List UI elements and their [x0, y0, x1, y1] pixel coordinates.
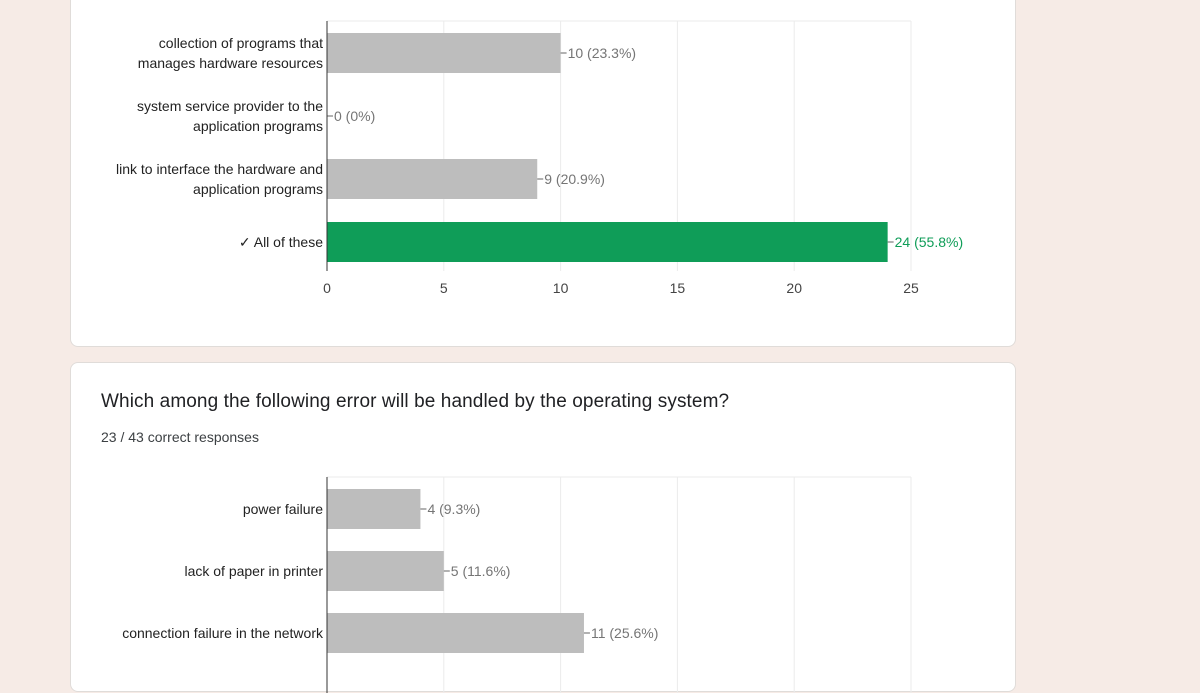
bar-correct[interactable] [327, 222, 888, 262]
bar[interactable] [327, 551, 444, 591]
question-title: Which among the following error will be … [101, 391, 730, 412]
question-card-os-definition: 10 (23.3%) collection of programs that man… [70, 0, 1016, 347]
category-label: lack of paper in printer [184, 563, 323, 579]
data-label: 24 (55.8%) [895, 234, 963, 250]
data-label: 9 (20.9%) [544, 171, 605, 187]
category-label: manages hardware resources [138, 55, 323, 71]
category-label: system service provider to the [137, 98, 323, 114]
x-tick-label: 25 [903, 280, 919, 296]
category-label: connection failure in the network [122, 625, 324, 641]
category-label: ✓ All of these [239, 234, 323, 250]
data-label: 0 (0%) [334, 108, 375, 124]
bar[interactable] [327, 489, 421, 529]
category-label: link to interface the hardware and [116, 161, 323, 177]
x-tick-label: 5 [440, 280, 448, 296]
category-label: application programs [193, 181, 323, 197]
bar[interactable] [327, 159, 538, 199]
data-label: 11 (25.6%) [591, 625, 658, 641]
category-label: application programs [193, 118, 323, 134]
category-label: power failure [243, 501, 323, 517]
x-tick-label: 0 [323, 280, 331, 296]
x-tick-label: 20 [786, 280, 802, 296]
x-tick-label: 15 [670, 280, 686, 296]
question-card-os-errors: Which among the following error will be … [70, 362, 1016, 693]
bar[interactable] [327, 613, 584, 653]
data-label: 5 (11.6%) [451, 563, 511, 579]
bar[interactable] [327, 33, 561, 73]
data-label: 4 (9.3%) [427, 501, 480, 517]
data-label: 10 (23.3%) [568, 45, 636, 61]
response-bar-chart: 10 (23.3%) collection of programs that man… [116, 20, 963, 296]
category-label: collection of programs that [159, 35, 323, 51]
correct-responses-summary: 23 / 43 correct responses [101, 429, 259, 445]
response-bar-chart: 4 (9.3%) power failure 5 (11.6%) lack of pa… [122, 476, 912, 693]
x-tick-label: 10 [553, 280, 569, 296]
